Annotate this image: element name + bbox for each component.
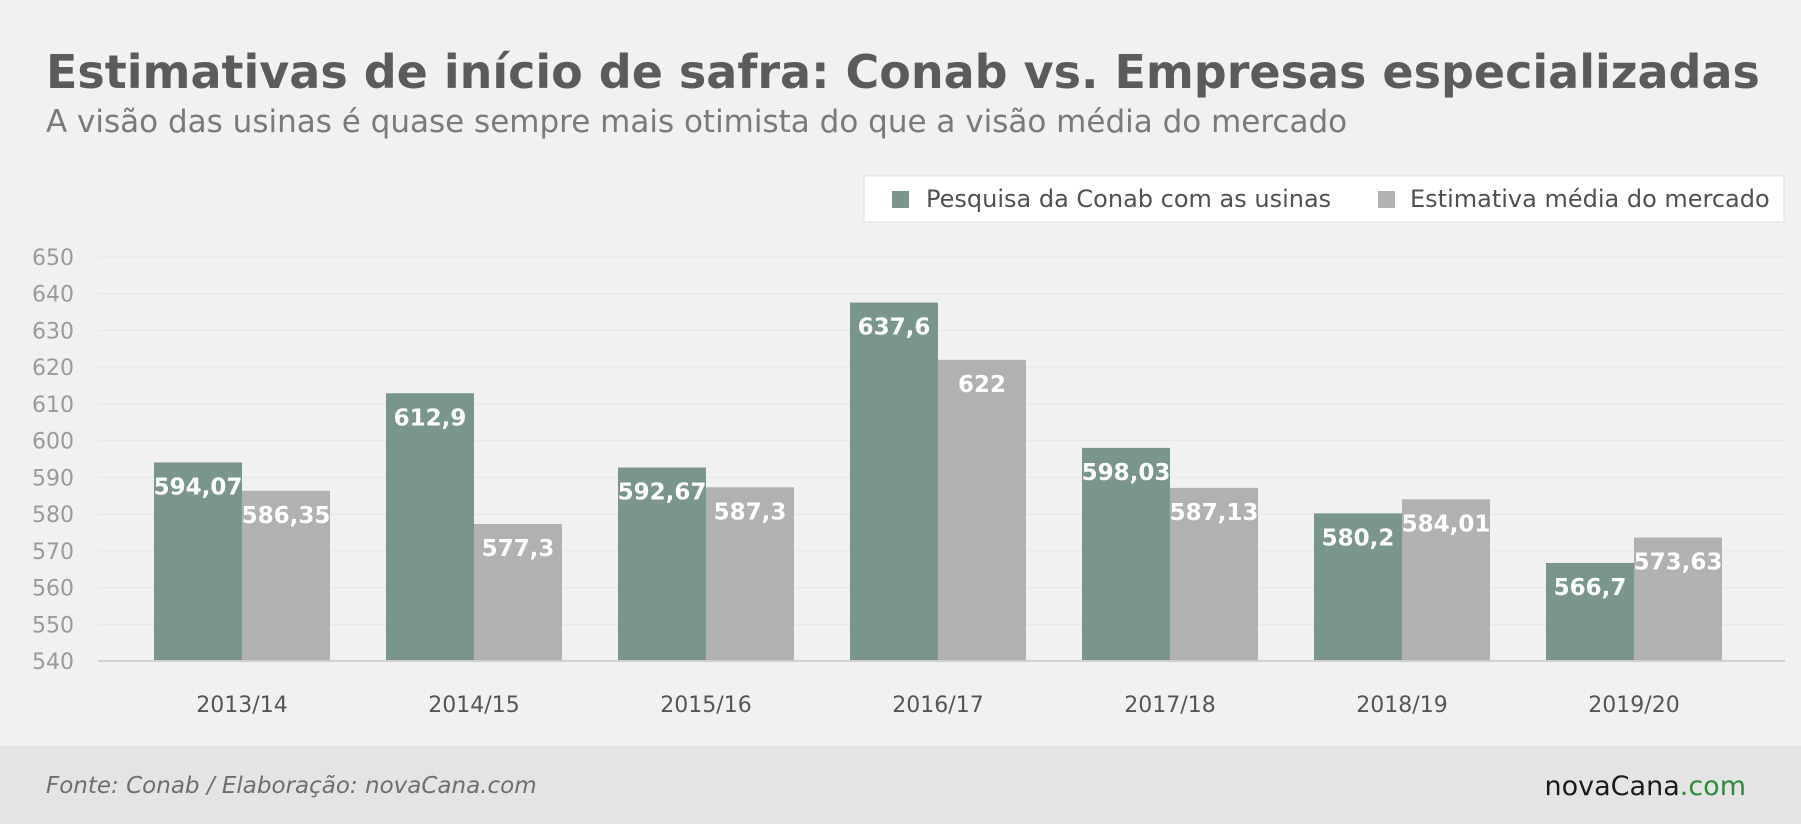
y-tick-label: 640: [32, 283, 74, 308]
data-label-conab: 566,7: [1554, 575, 1627, 601]
y-tick-label: 550: [32, 613, 74, 638]
data-label-conab: 594,07: [154, 474, 243, 500]
x-tick-label: 2018/19: [1356, 693, 1447, 718]
chart-subtitle: A visão das usinas é quase sempre mais o…: [46, 104, 1347, 140]
y-tick-label: 610: [32, 393, 74, 418]
bar-mercado: [242, 490, 330, 661]
bar-conab: [1314, 513, 1402, 661]
bar-mercado: [474, 524, 562, 661]
data-label-mercado: 577,3: [482, 536, 555, 562]
y-tick-label: 590: [32, 466, 74, 491]
x-tick-label: 2017/18: [1124, 693, 1215, 718]
bar-conab: [386, 393, 474, 661]
x-tick-label: 2015/16: [660, 693, 751, 718]
data-label-conab: 637,6: [858, 315, 931, 341]
y-tick-label: 630: [32, 319, 74, 344]
y-tick-label: 580: [32, 503, 74, 528]
legend-label-conab: Pesquisa da Conab com as usinas: [926, 185, 1331, 213]
x-tick-label: 2019/20: [1588, 693, 1679, 718]
y-axis-ticks: 540 550 560 570 580 590 600 610 620 630 640 650: [32, 246, 74, 675]
data-label-mercado: 587,13: [1170, 500, 1259, 526]
bar-mercado: [1634, 537, 1722, 661]
bar-mercado: [1170, 487, 1258, 661]
y-tick-label: 620: [32, 356, 74, 381]
brand-logo: novaCana.com: [1545, 771, 1746, 802]
y-tick-label: 540: [32, 650, 74, 675]
bar-mercado: [1402, 499, 1490, 661]
data-label-conab: 580,2: [1322, 525, 1395, 551]
data-label-mercado: 584,01: [1402, 511, 1491, 537]
data-label-mercado: 573,63: [1634, 549, 1723, 575]
bar-conab: [850, 302, 938, 661]
y-tick-label: 560: [32, 577, 74, 602]
data-label-mercado: 622: [958, 372, 1006, 398]
brand-name: novaCana: [1545, 771, 1680, 802]
bar-conab: [154, 462, 242, 661]
data-label-conab: 612,9: [394, 405, 467, 431]
bar-mercado: [706, 487, 794, 661]
legend-swatch-mercado: [1378, 191, 1395, 208]
data-label-mercado: 586,35: [242, 503, 331, 529]
bar-mercado: [938, 359, 1026, 661]
x-axis-ticks: 2013/14 2014/15 2015/16 2016/17 2017/18 2018/…: [196, 693, 1679, 718]
data-label-mercado: 587,3: [714, 499, 787, 525]
data-label-conab: 598,03: [1082, 460, 1171, 486]
y-tick-label: 600: [32, 430, 74, 455]
legend: Pesquisa da Conab com as usinas Estimati…: [863, 175, 1785, 223]
bars: [154, 302, 1722, 661]
legend-box: [863, 175, 1785, 223]
chart-title: Estimativas de início de safra: Conab vs…: [46, 45, 1760, 99]
footer: Fonte: Conab / Elaboração: novaCana.com …: [0, 746, 1801, 824]
bar-conab: [618, 467, 706, 661]
legend-swatch-conab: [892, 191, 909, 208]
legend-label-mercado: Estimativa média do mercado: [1410, 185, 1770, 213]
x-tick-label: 2016/17: [892, 693, 983, 718]
x-tick-label: 2013/14: [196, 693, 287, 718]
x-tick-label: 2014/15: [428, 693, 519, 718]
brand-suffix: .com: [1680, 771, 1746, 802]
bar-conab: [1082, 447, 1170, 661]
source-note: Fonte: Conab / Elaboração: novaCana.com: [46, 773, 537, 799]
footer-band: [0, 746, 1801, 824]
data-label-conab: 592,67: [618, 480, 707, 506]
bar-conab: [1546, 562, 1634, 661]
y-tick-label: 570: [32, 540, 74, 565]
y-tick-label: 650: [32, 246, 74, 271]
data-labels: 594,07 586,35 612,9 577,3 592,67 587,3 637,6 62…: [154, 315, 1723, 601]
